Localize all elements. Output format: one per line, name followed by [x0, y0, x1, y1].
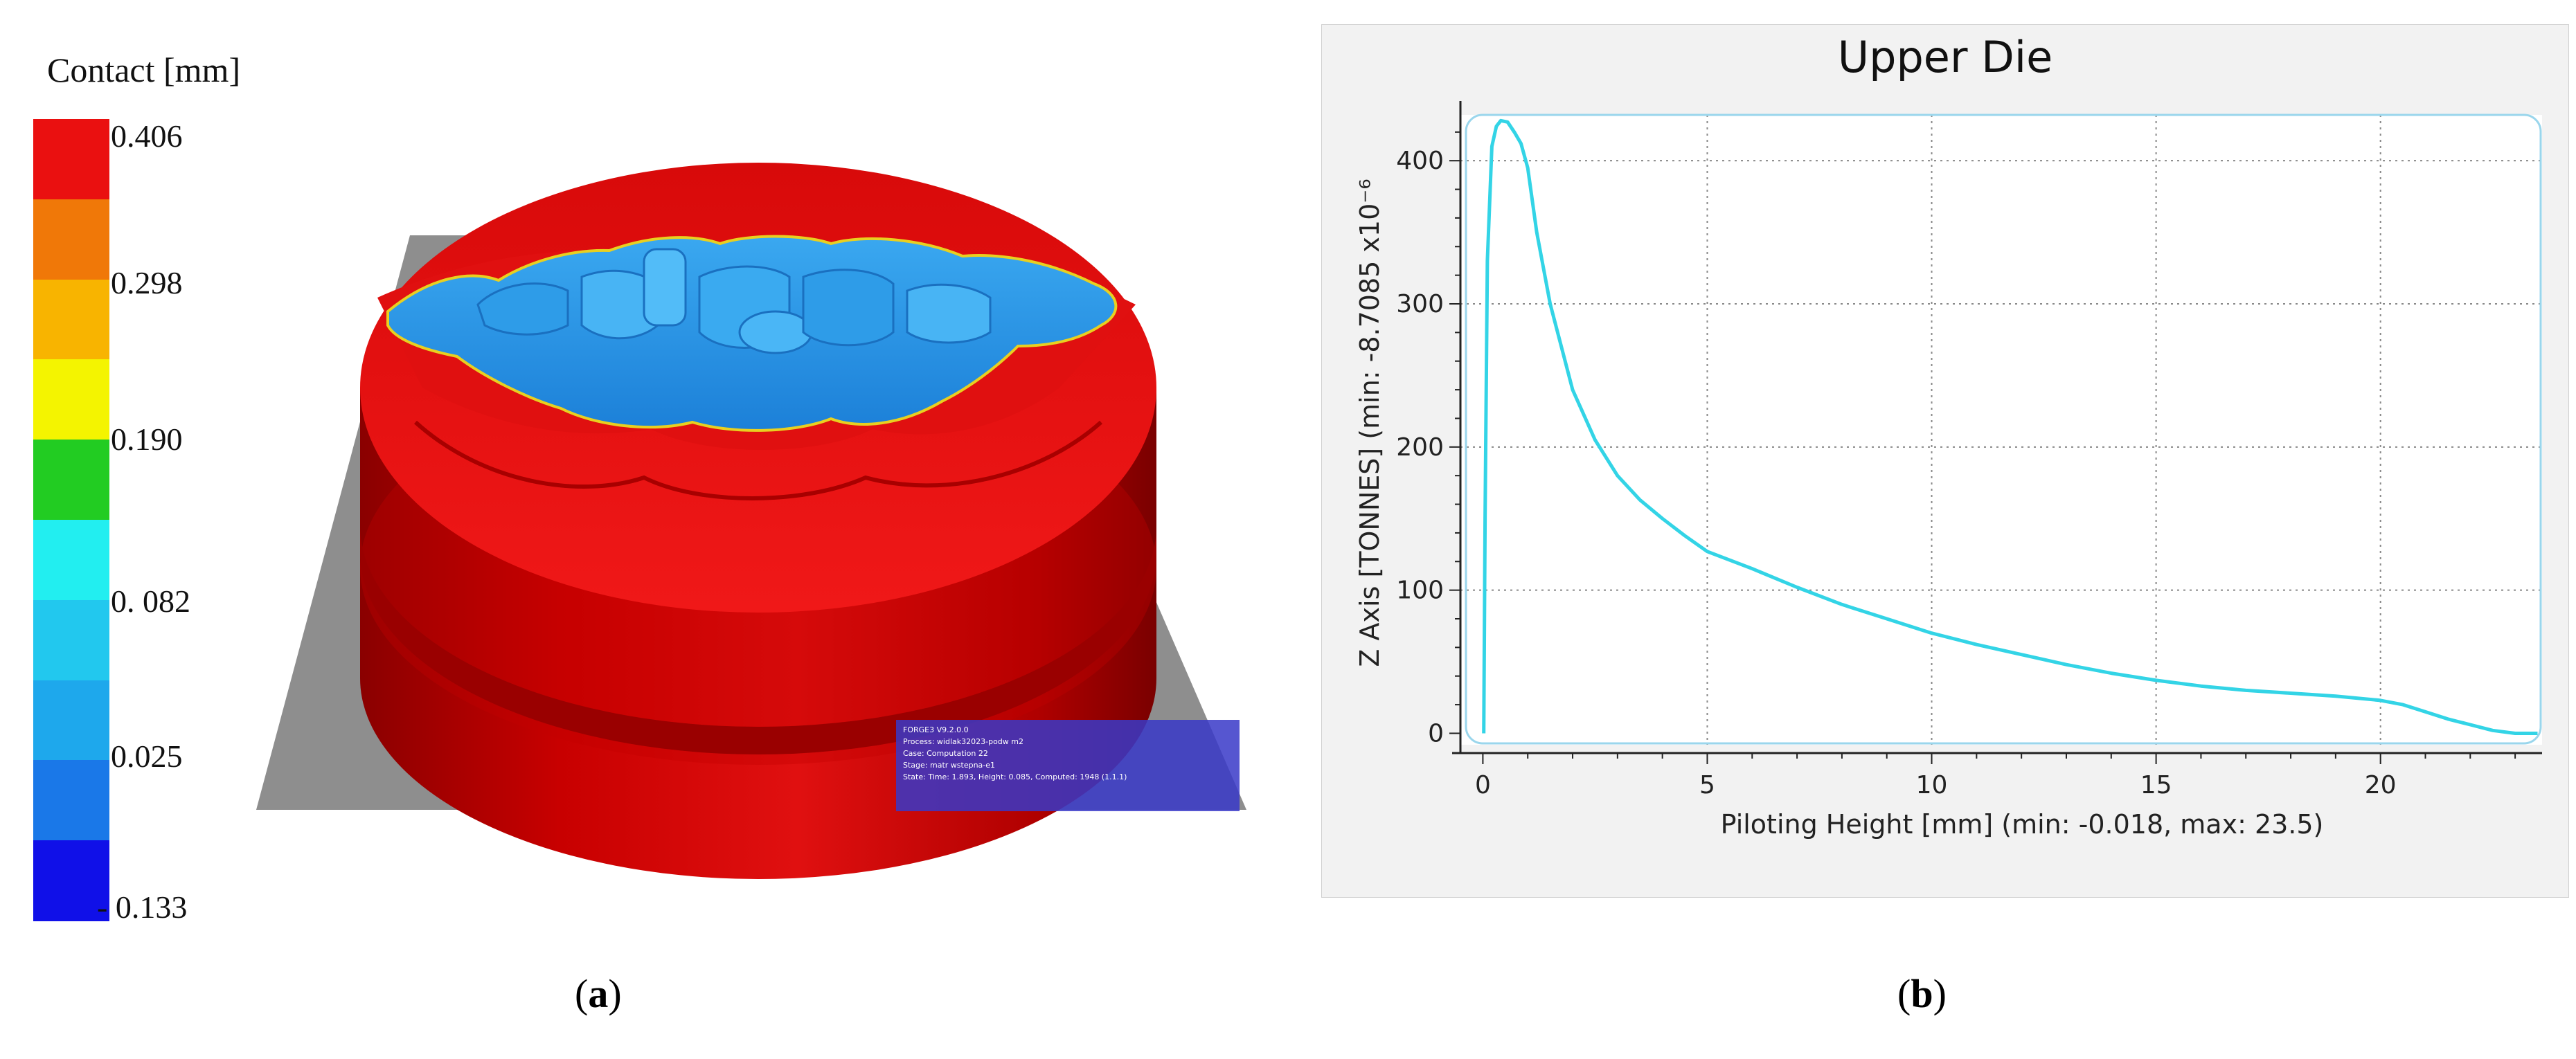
- y-tick-label: 400: [1396, 147, 1444, 175]
- panel-b-chart: Upper Die 0 100 200 300 400 0 5 10 15 20 Piloting …: [1321, 24, 2569, 898]
- legend-tick: 0.406: [111, 118, 183, 154]
- x-axis-label: Piloting Height [mm] (min: -0.018, max: …: [1721, 809, 2324, 840]
- chart-title: Upper Die: [1837, 32, 2053, 82]
- legend-color-segment: [33, 760, 109, 842]
- simulation-info-box: FORGE3 V9.2.0.0 Process: widlak32023-pod…: [896, 720, 1240, 811]
- y-tick-label: 100: [1396, 577, 1444, 605]
- plot-area: [1460, 115, 2542, 745]
- legend-color-segment: [33, 119, 109, 200]
- panel-a: Contact [mm] 0.406 0.298 0.190 0. 082 0.…: [0, 0, 1316, 969]
- caption-b: (b): [1897, 971, 1947, 1016]
- legend-color-segment: [33, 840, 109, 921]
- legend-color-segment: [33, 199, 109, 280]
- legend-tick: 0. 082: [111, 583, 190, 619]
- legend-tick: 0.298: [111, 265, 183, 300]
- sim-info-line: Case: Computation 22: [903, 749, 988, 758]
- chart-svg: 0 100 200 300 400 0 5 10 15 20 Piloting Height [mm…: [1354, 101, 2542, 840]
- legend-title: Contact [mm]: [47, 51, 241, 89]
- legend-color-segment: [33, 680, 109, 761]
- caption-a: (a): [575, 971, 622, 1016]
- y-tick-label: 0: [1428, 719, 1444, 748]
- x-tick-label: 0: [1475, 771, 1491, 799]
- y-axis-label: Z Axis [TONNES] (min: -8.7085 x10⁻⁶: [1354, 179, 1385, 667]
- series-line: [1482, 118, 2538, 735]
- legend-color-segment: [33, 279, 109, 361]
- sim-info-line: Process: widlak32023-podw m2: [903, 737, 1023, 746]
- legend-tick: 0.190: [111, 422, 183, 457]
- plot-frame: [1465, 114, 2542, 745]
- legend-color-segment: [33, 520, 109, 601]
- x-tick-label: 10: [1916, 771, 1948, 799]
- color-legend-bar: [33, 119, 109, 921]
- y-tick-label: 300: [1396, 290, 1444, 318]
- legend-color-segment: [33, 599, 109, 681]
- x-tick-label: 5: [1699, 771, 1715, 799]
- sim-info-line: State: Time: 1.893, Height: 0.085, Compu…: [903, 772, 1127, 781]
- legend-color-segment: [33, 359, 109, 441]
- legend-tick: - 0.133: [97, 889, 188, 925]
- x-tick-label: 20: [2365, 771, 2397, 799]
- sim-info-line: Stage: matr wstepna-e1: [903, 761, 996, 770]
- forging-3d-view: [256, 163, 1246, 879]
- sim-info-line: FORGE3 V9.2.0.0: [903, 725, 969, 734]
- legend-tick: 0.025: [111, 739, 183, 774]
- y-tick-label: 200: [1396, 433, 1444, 462]
- legend-color-segment: [33, 440, 109, 521]
- x-tick-label: 15: [2140, 771, 2172, 799]
